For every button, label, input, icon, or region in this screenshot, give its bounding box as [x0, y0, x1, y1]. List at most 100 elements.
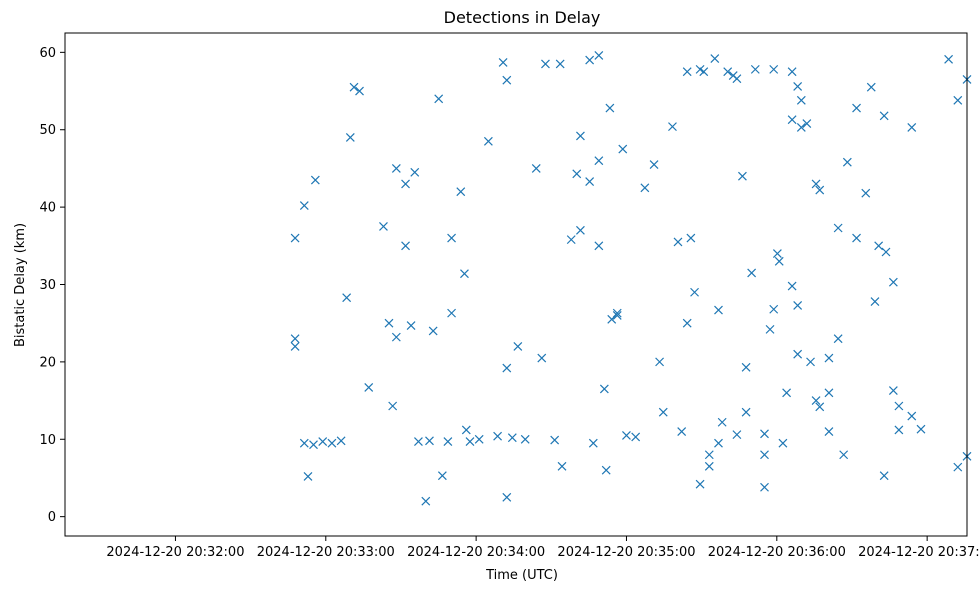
detection-point [599, 384, 609, 394]
detection-point [299, 201, 309, 210]
detection-point [737, 171, 747, 181]
detection-point [309, 440, 318, 450]
detection-point [502, 363, 512, 373]
detection-point [456, 187, 466, 197]
detection-point [605, 103, 615, 113]
detection-point [303, 471, 313, 481]
detection-point [594, 156, 604, 166]
detection-point [290, 334, 300, 344]
detection-point [658, 407, 668, 417]
detection-point [447, 308, 456, 318]
detection-point [802, 119, 812, 128]
detection-point [655, 357, 665, 367]
detection-point [601, 465, 611, 475]
plot-area-frame [64, 32, 968, 537]
detection-point [421, 496, 431, 506]
detection-point [888, 386, 898, 395]
detection-point [953, 462, 963, 472]
detection-point [732, 74, 742, 84]
detection-point [793, 81, 803, 91]
detection-point [649, 160, 659, 169]
detection-point [833, 334, 843, 344]
detection-point [866, 82, 876, 92]
detection-point [774, 256, 784, 266]
detection-point [447, 233, 456, 243]
detection-point [881, 247, 891, 257]
x-tick-label: 2024-12-20 20:35:00 [557, 545, 695, 560]
detection-point [345, 133, 355, 142]
detection-point [622, 430, 631, 440]
detection-point [493, 431, 503, 441]
y-tick-label: 60 [39, 46, 56, 61]
detection-point [576, 225, 585, 235]
detection-point [699, 67, 709, 77]
detection-point [585, 177, 595, 187]
detection-point [406, 321, 416, 330]
detection-point [953, 95, 963, 105]
y-tick-label: 40 [39, 201, 56, 216]
detection-point [760, 429, 769, 439]
detection-point [391, 332, 401, 342]
detection-point [668, 122, 677, 132]
detection-point [640, 183, 650, 193]
detection-point [507, 433, 517, 443]
detection-point [364, 382, 374, 392]
detection-point [572, 169, 582, 179]
detection-point [460, 269, 469, 279]
detection-point [618, 144, 628, 154]
detection-point [401, 179, 410, 189]
y-tick-label: 10 [39, 433, 56, 448]
detection-point [894, 401, 904, 411]
detection-point [434, 94, 444, 104]
detection-point [811, 396, 821, 406]
detection-point [682, 67, 692, 77]
detection-point [414, 437, 423, 447]
detection-point [769, 64, 779, 74]
detection-point [428, 326, 438, 336]
detection-point [318, 437, 328, 447]
x-tick-label: 2024-12-20 20:37:00 [858, 545, 979, 560]
detection-point [732, 430, 742, 440]
detection-point [714, 305, 723, 315]
y-axis-ticks: 0 10 20 30 40 50 60 [39, 46, 65, 525]
detection-point [747, 268, 757, 278]
detection-point [815, 185, 825, 195]
detection-point [772, 249, 782, 258]
detection-point [502, 492, 512, 502]
detection-point [401, 241, 410, 251]
detection-point [443, 437, 453, 447]
detection-point [824, 388, 834, 398]
detection-point [585, 55, 595, 65]
detection-point [502, 75, 512, 85]
detection-point [824, 353, 834, 363]
detection-point [811, 179, 821, 189]
detection-point [793, 349, 803, 359]
detection-point [723, 67, 733, 77]
x-tick-label: 2024-12-20 20:33:00 [257, 545, 395, 560]
detection-point [550, 435, 560, 445]
detection-point [342, 293, 352, 303]
detection-point [894, 425, 904, 435]
detection-point [327, 438, 337, 448]
detection-point [513, 341, 523, 351]
detection-point [879, 471, 889, 481]
detection-point [874, 241, 884, 251]
x-tick-label: 2024-12-20 20:34:00 [407, 545, 545, 560]
detection-point [588, 438, 598, 448]
detection-point [612, 308, 622, 318]
detection-point [566, 235, 576, 245]
detection-point [483, 136, 493, 146]
detection-point [796, 122, 806, 132]
detection-point [741, 362, 751, 372]
detection-point [916, 424, 926, 434]
detection-point [852, 103, 861, 113]
detection-point [888, 277, 898, 287]
detection-point [461, 425, 471, 435]
detection-point [594, 51, 604, 60]
detection-point [541, 59, 550, 69]
detection-point [760, 450, 769, 460]
detection-point [710, 54, 720, 63]
chart-title: Detections in Delay [444, 8, 601, 27]
